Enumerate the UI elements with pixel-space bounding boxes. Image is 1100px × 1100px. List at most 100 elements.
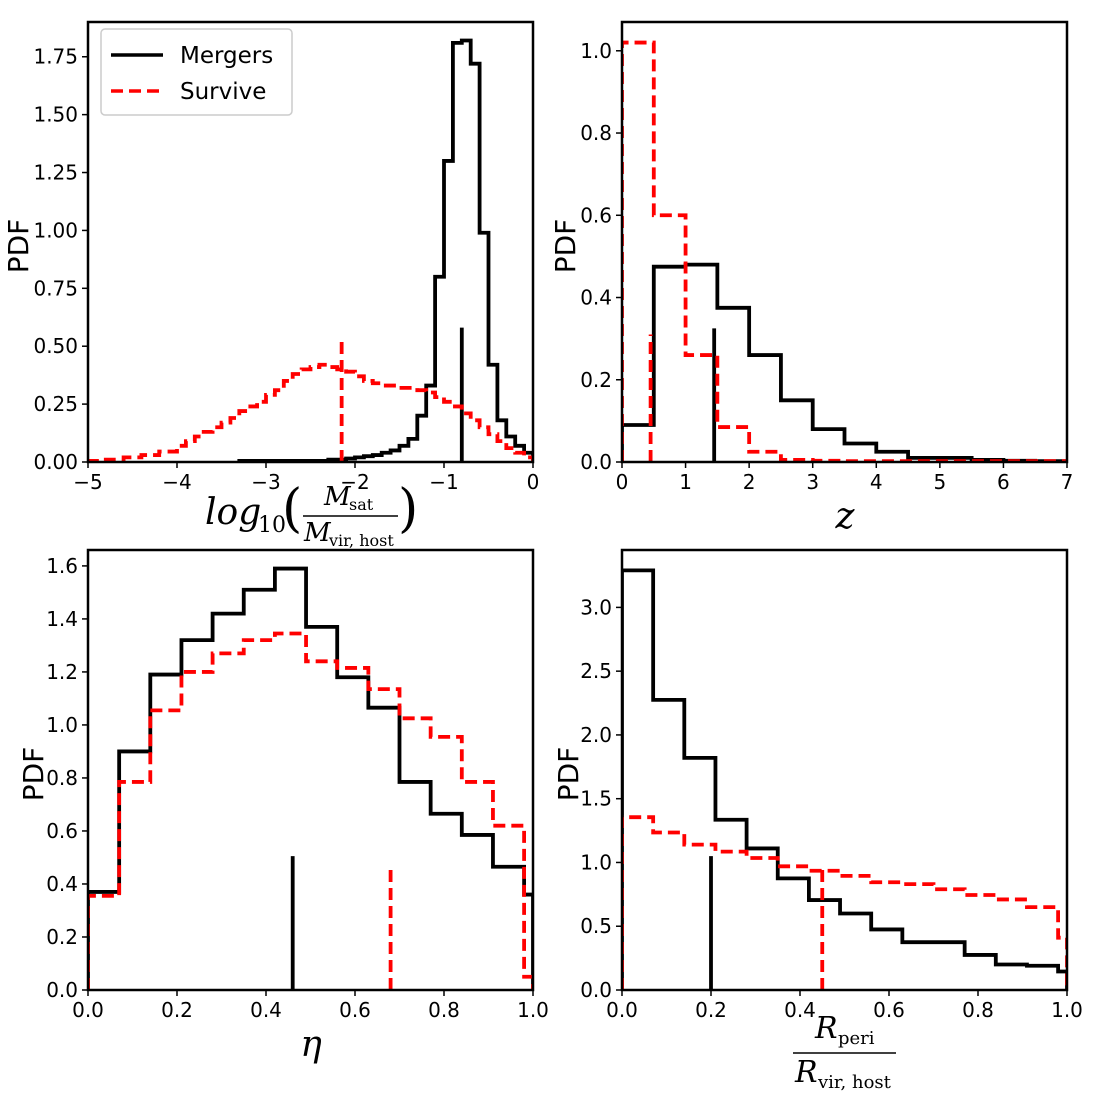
ytick-label-redshift-5: 1.0: [580, 39, 612, 63]
xlabel-mass-den: M: [303, 518, 332, 548]
xtick-label-redshift-2: 2: [743, 470, 756, 494]
ticks-redshift: 0 1 2 3 4 5 6 7 0.0 0.2 0.4 0.6 0.8 1.0: [580, 39, 1073, 494]
ytick-label-redshift-3: 0.6: [580, 203, 612, 227]
xlabel-redshift: z: [835, 496, 856, 537]
ytick-label-eta-4: 0.8: [46, 766, 78, 790]
xtick-label-eta-5: 1.0: [517, 998, 549, 1022]
ytick-label-eta-6: 1.2: [46, 660, 78, 684]
legend-mergers-label: Mergers: [180, 43, 273, 69]
xtick-label-redshift-3: 3: [806, 470, 819, 494]
xlabel-mass: log 10 ( M sat M vir, host ): [205, 479, 418, 550]
ytick-label-eta-7: 1.4: [46, 607, 78, 631]
xlabel-mass-log: log: [205, 492, 261, 533]
axes-frame-redshift: [620, 20, 1069, 464]
histogram-mergers-rperi: [622, 568, 1067, 990]
ytick-label-mass-0: 0.00: [33, 450, 78, 474]
histogram-survive-rperi: [622, 815, 1067, 990]
xtick-label-rperi-4: 0.8: [962, 998, 994, 1022]
histogram-survive-mass: [88, 362, 533, 462]
ytick-label-mass-6: 1.50: [33, 103, 78, 127]
ytick-label-redshift-0: 0.0: [580, 450, 612, 474]
panel-redshift: 0 1 2 3 4 5 6 7 0.0 0.2 0.4 0.6 0.8 1.0 PDF z: [549, 20, 1073, 537]
histogram-survive-eta: [88, 631, 533, 990]
xtick-label-mass-1: −4: [162, 470, 191, 494]
xtick-label-redshift-6: 6: [997, 470, 1010, 494]
panel-mass-ratio: −5 −4 −3 −2 −1 0 0.00 0.25 0.50 0.75 1.00 1.25 1.50 1…: [2, 20, 539, 550]
ytick-label-rperi-5: 2.5: [580, 659, 612, 683]
xtick-label-mass-2: −3: [251, 470, 280, 494]
plot-area-redshift: [620, 20, 1069, 464]
xtick-label-redshift-4: 4: [870, 470, 883, 494]
ylabel-mass: PDF: [2, 219, 35, 274]
legend-survive-label: Survive: [180, 79, 266, 105]
xlabel-mass-log-sub: 10: [258, 513, 286, 538]
axes-frame-rperi: [620, 548, 1069, 992]
xtick-label-rperi-2: 0.4: [784, 998, 816, 1022]
xlabel-mass-num: M: [323, 482, 352, 512]
ytick-label-eta-2: 0.4: [46, 872, 78, 896]
series-group-redshift: [622, 40, 1067, 462]
plot-area-mass: [86, 20, 535, 464]
xtick-label-eta-3: 0.6: [339, 998, 371, 1022]
histogram-mergers-redshift: [622, 262, 1067, 462]
ytick-label-redshift-4: 0.8: [580, 121, 612, 145]
ytick-label-mass-5: 1.25: [33, 161, 78, 185]
xtick-label-eta-2: 0.4: [250, 998, 282, 1022]
ylabel-redshift: PDF: [549, 219, 582, 274]
plot-area-eta: [86, 548, 535, 992]
ytick-label-rperi-2: 1.0: [580, 850, 612, 874]
ytick-label-eta-0: 0.0: [46, 978, 78, 1002]
legend-box: [100, 28, 293, 116]
ytick-label-rperi-6: 3.0: [580, 595, 612, 619]
xtick-label-redshift-7: 7: [1061, 470, 1074, 494]
xtick-label-eta-1: 0.2: [161, 998, 193, 1022]
ytick-label-rperi-4: 2.0: [580, 723, 612, 747]
xlabel-mass-rparen: ): [398, 479, 418, 539]
plot-area-pericentre: [620, 548, 1069, 992]
xtick-label-mass-0: −5: [73, 470, 102, 494]
ylabel-eta: PDF: [17, 747, 50, 802]
ticks-pericentre: 0.0 0.2 0.4 0.6 0.8 1.0 0.0 0.5 1.0 1.5 2.0 2.5 3.0: [580, 595, 1083, 1022]
axes-frame-mass: [86, 20, 535, 464]
xtick-label-rperi-0: 0.0: [606, 998, 638, 1022]
histogram-survive-redshift: [622, 40, 1067, 462]
ticks-mass: −5 −4 −3 −2 −1 0 0.00 0.25 0.50 0.75 1.00 1.25 1.50 1…: [33, 45, 539, 494]
xtick-label-rperi-5: 1.0: [1051, 998, 1083, 1022]
histogram-mergers-eta: [88, 566, 533, 990]
ytick-label-mass-1: 0.25: [33, 392, 78, 416]
ytick-label-redshift-1: 0.2: [580, 368, 612, 392]
ytick-label-rperi-0: 0.0: [580, 978, 612, 1002]
xtick-label-rperi-3: 0.6: [873, 998, 905, 1022]
xtick-label-mass-5: 0: [527, 470, 540, 494]
xlabel-pericentre: R peri R vir, host: [793, 1011, 896, 1093]
series-group-eta: [88, 566, 533, 990]
panel-pericentre: 0.0 0.2 0.4 0.6 0.8 1.00.00.51.01.52.02.53.0 …: [552, 548, 1083, 1093]
xtick-label-mass-3: −2: [340, 470, 369, 494]
xtick-label-mass-4: −1: [429, 470, 458, 494]
xlabel-mass-den-sub: vir, host: [328, 531, 394, 550]
ytick-label-mass-2: 0.50: [33, 334, 78, 358]
xlabel-mass-num-sub: sat: [349, 495, 374, 514]
axes-frame-eta: [86, 548, 535, 992]
ytick-label-eta-8: 1.6: [46, 554, 78, 578]
ticks-eta: 0.0 0.2 0.4 0.6 0.8 1.0 0.0 0.2 0.4 0.6 0.8 1.0 1.2 1…: [46, 554, 549, 1022]
ytick-label-eta-1: 0.2: [46, 925, 78, 949]
xlabel-peri-num-sub: peri: [838, 1028, 875, 1049]
xlabel-peri-num: R: [814, 1011, 838, 1046]
ytick-label-mass-7: 1.75: [33, 45, 78, 69]
ytick-label-mass-3: 0.75: [33, 276, 78, 300]
panel-eta: 0.0 0.2 0.4 0.6 0.8 1.0 0.0 0.2 0.4 0.6 0.8 1.0 1.2 1…: [17, 548, 549, 1065]
series-group-rperi: [622, 568, 1067, 990]
xtick-label-redshift-5: 5: [933, 470, 946, 494]
ylabel-pericentre: PDF: [552, 747, 585, 802]
ytick-label-redshift-2: 0.4: [580, 286, 612, 310]
xlabel-mass-lparen: (: [282, 479, 302, 539]
ytick-label-eta-5: 1.0: [46, 713, 78, 737]
ytick-label-rperi-1: 0.5: [580, 914, 612, 938]
xtick-label-eta-4: 0.8: [428, 998, 460, 1022]
xlabel-peri-den: R: [794, 1055, 818, 1090]
xtick-label-redshift-0: 0: [616, 470, 629, 494]
xtick-label-eta-0: 0.0: [72, 998, 104, 1022]
xtick-label-rperi-1: 0.2: [695, 998, 727, 1022]
